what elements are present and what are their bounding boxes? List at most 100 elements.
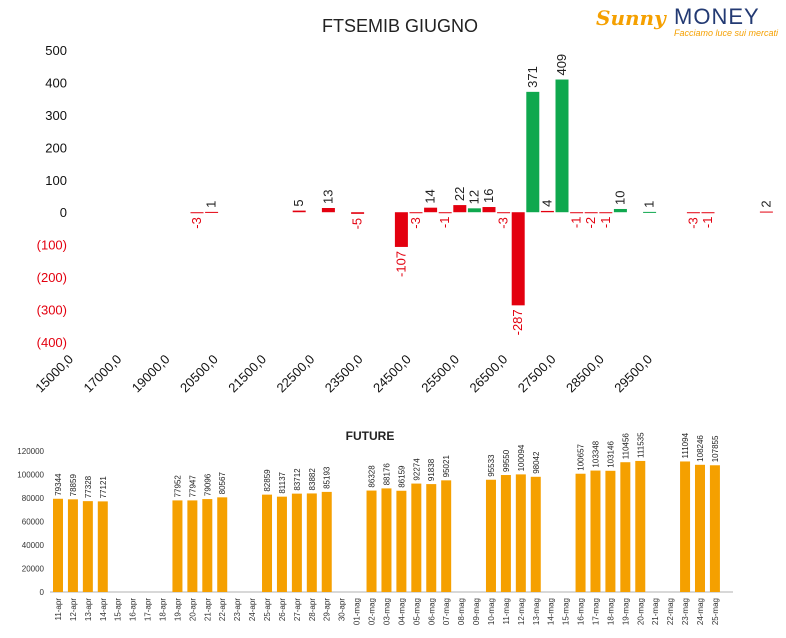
future-x-tick-label: 16-apr [129, 598, 138, 621]
future-bar [515, 474, 526, 592]
strike-bar [570, 212, 584, 214]
bar-data-label: 4 [539, 200, 554, 207]
x-tick-label: 24500,0 [370, 352, 414, 396]
bar-data-label: 22 [452, 187, 467, 201]
bar-data-label: -3 [189, 217, 204, 229]
future-x-tick-label: 14-mag [547, 598, 556, 625]
bar-data-label: -3 [685, 217, 700, 229]
future-bar [291, 493, 302, 592]
future-bar [605, 470, 616, 592]
bar-data-label: -1 [700, 217, 715, 229]
future-bar [441, 480, 452, 592]
x-tick-label: 17000,0 [81, 352, 125, 396]
future-bar [172, 500, 183, 592]
bar-data-label: 12 [466, 190, 481, 204]
future-x-tick-label: 12-mag [517, 598, 526, 625]
future-x-tick-label: 27-apr [293, 598, 302, 621]
bar-data-label: 371 [525, 66, 540, 88]
strike-bar [190, 212, 204, 214]
future-y-tick-label: 100000 [17, 471, 44, 480]
future-x-tick-label: 05-mag [412, 598, 421, 625]
strike-bar [424, 207, 438, 213]
strike-bar [482, 207, 496, 213]
logo-tagline: Facciamo luce sui mercati [674, 28, 779, 38]
future-x-tick-label: 02-mag [368, 598, 377, 625]
x-tick-label: 20500,0 [177, 352, 221, 396]
future-bar-label: 88176 [382, 463, 391, 486]
strike-bar [511, 212, 525, 306]
future-x-tick-label: 19-apr [173, 598, 182, 621]
future-x-tick-label: 03-mag [382, 598, 391, 625]
future-x-tick-label: 30-apr [338, 598, 347, 621]
future-bar-label: 77328 [84, 475, 93, 498]
chart-title: FTSEMIB GIUGNO [321, 16, 478, 36]
future-bar-label: 77952 [173, 475, 182, 498]
logo-brand-left: Sunny [596, 6, 666, 30]
future-bar-label: 92274 [412, 458, 421, 481]
future-x-tick-label: 18-apr [159, 598, 168, 621]
future-bar [709, 465, 720, 592]
strike-bar [686, 212, 700, 214]
future-bar [306, 493, 317, 592]
future-bar-label: 98042 [532, 451, 541, 474]
future-x-tick-label: 15-mag [562, 598, 571, 625]
future-x-tick-label: 11-apr [54, 598, 63, 621]
future-bar [53, 498, 63, 592]
future-x-tick-label: 13-apr [84, 598, 93, 621]
bar-data-label: -5 [350, 218, 365, 230]
future-bar-label: 100094 [517, 444, 526, 471]
future-bar-label: 79344 [54, 473, 63, 496]
future-bar [485, 479, 496, 592]
sunny-money-logo: Sunny MONEY Facciamo luce sui mercati [596, 4, 786, 42]
bar-data-label: 14 [423, 189, 438, 203]
future-x-tick-label: 07-mag [442, 598, 451, 625]
future-x-tick-label: 15-apr [114, 598, 123, 621]
bar-data-label: 409 [554, 54, 569, 76]
x-tick-label: 27500,0 [515, 352, 559, 396]
future-bar [396, 490, 407, 592]
future-bar-label: 81137 [278, 471, 287, 493]
strike-bar [394, 212, 408, 247]
future-x-tick-label: 13-mag [532, 598, 541, 625]
y-tick-label: 500 [45, 43, 67, 58]
y-tick-label: 400 [45, 75, 67, 90]
future-bar [694, 464, 705, 592]
strike-bar [540, 210, 554, 213]
bar-data-label: 1 [204, 201, 219, 208]
future-y-tick-label: 60000 [22, 518, 45, 527]
future-bar [381, 488, 392, 592]
strike-bar [438, 212, 452, 214]
strike-bar [599, 212, 613, 214]
future-x-tick-label: 01-mag [353, 598, 362, 625]
future-bar-label: 79096 [203, 473, 212, 496]
x-tick-label: 29500,0 [611, 352, 655, 396]
y-tick-label: 100 [45, 173, 67, 188]
future-x-tick-label: 14-apr [99, 598, 108, 621]
y-tick-label: 200 [45, 140, 67, 155]
future-x-tick-label: 22-mag [666, 598, 675, 625]
bar-data-label: 5 [291, 199, 306, 206]
x-tick-label: 22500,0 [274, 352, 318, 396]
bar-data-label: 16 [481, 189, 496, 203]
strike-bar [467, 208, 481, 213]
future-bar [500, 475, 511, 592]
y-tick-label: 300 [45, 108, 67, 123]
strike-bar [453, 205, 467, 213]
strike-bar [351, 212, 365, 214]
x-tick-label: 25500,0 [418, 352, 462, 396]
future-bar-label: 85193 [323, 466, 332, 489]
logo-brand-right: MONEY [674, 4, 760, 29]
ftsemib-strike-chart: 500 400 300 200 100 0 (100) (200) (300) (400) 1500… [32, 43, 773, 396]
future-bar-label: 83882 [308, 468, 317, 491]
future-x-tick-label: 16-mag [577, 598, 586, 625]
strike-bar [584, 212, 598, 214]
future-x-tick-label: 26-apr [278, 598, 287, 621]
future-bar [680, 461, 691, 592]
future-x-tick-label: 12-apr [69, 598, 78, 621]
x-tick-label: 26500,0 [467, 352, 511, 396]
future-x-tick-label: 09-mag [472, 598, 481, 625]
future-bar-label: 100657 [577, 443, 586, 470]
x-tick-label: 23500,0 [322, 352, 366, 396]
future-bar-label: 111094 [681, 432, 690, 458]
future-bar-label: 110456 [621, 433, 630, 460]
